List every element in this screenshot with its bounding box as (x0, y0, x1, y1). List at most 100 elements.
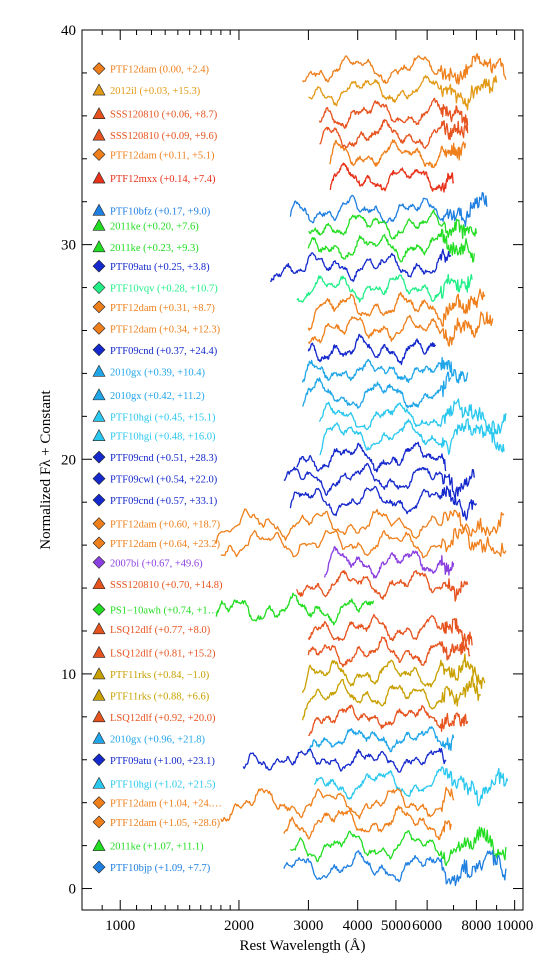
diamond-marker-icon (92, 343, 106, 357)
legend-label: 2007bi (+0.67, +49.6) (110, 558, 203, 569)
legend-label: PTF10hgi (+0.45, +15.1) (110, 412, 216, 423)
diamond-marker-icon (92, 493, 106, 507)
diamond-marker-icon (92, 472, 106, 486)
legend-label: 2010gx (+0.39, +10.4) (110, 367, 205, 378)
legend-entry: LSQ12dlf (+0.81, +15.2) (92, 645, 216, 659)
legend-label: LSQ12dlf (+0.92, +20.0) (110, 713, 216, 724)
spectrum-line (307, 288, 486, 331)
legend-entry: SSS120810 (+0.06, +8.7) (92, 107, 218, 121)
legend-entry: 2011ke (+1.07, +11.1) (92, 838, 204, 853)
axis-ticks: 1000 2000 3000 4000 5000 6000 8000 10000 0 10 20 30… (61, 23, 533, 934)
triangle-marker-icon (92, 838, 106, 851)
diamond-marker-icon (92, 148, 106, 161)
legend-entry: 2010gx (+0.42, +11.2) (92, 388, 205, 402)
spectra-lines (215, 53, 509, 887)
spectrum-line (215, 592, 375, 626)
legend-entry: PTF12dam (+0.64, +23.2) (92, 536, 221, 550)
diamond-marker-icon (92, 536, 106, 550)
legend-label: PTF12dam (+0.34, +12.3) (110, 324, 221, 335)
diamond-marker-icon (92, 555, 106, 569)
triangle-marker-icon (92, 429, 106, 441)
triangle-marker-icon (92, 710, 106, 723)
triangle-marker-icon (92, 107, 106, 120)
legend-label: PTF10hgi (+0.48, +16.0) (110, 432, 216, 443)
spectrum-line (324, 546, 455, 579)
y-tick-label: 10 (61, 667, 76, 683)
legend-entry: PTF12dam (+0.60, +18.7) (92, 517, 221, 531)
x-tick-label: 5000 (381, 918, 411, 934)
legend-entry: SSS120810 (+0.09, +9.6) (92, 128, 218, 142)
legend-entry: PS1−10awh (+0.74, +1… (92, 603, 218, 617)
legend-entry: PTF09cnd (+0.37, +24.4) (92, 343, 218, 357)
legend-entry: PTF12dam (+1.05, +28.6) (92, 815, 221, 829)
diamond-marker-icon (92, 259, 106, 273)
legend-entry: PTF11rks (+0.84, −1.0) (92, 667, 210, 681)
y-tick-label: 40 (61, 23, 76, 39)
legend-label: 2012il (+0.03, +15.3) (110, 86, 201, 97)
triangle-marker-icon (92, 776, 106, 789)
legend-label: 2010gx (+0.96, +21.8) (110, 734, 205, 745)
spectrum-line (302, 53, 507, 85)
spectrum-line (296, 273, 473, 303)
legend-label: 2011ke (+0.23, +9.3) (110, 243, 199, 254)
triangle-marker-icon (92, 218, 106, 231)
diamond-marker-icon (92, 321, 106, 335)
legend-label: PTF12mxx (+0.14, +7.4) (110, 174, 216, 185)
legend-entry: LSQ12dlf (+0.92, +20.0) (92, 710, 216, 724)
legend-entry: 2011ke (+0.23, +9.3) (92, 240, 199, 254)
triangle-marker-icon (92, 622, 106, 635)
spectrum-line (289, 192, 488, 227)
legend-label: PTF10vqv (+0.28, +10.7) (110, 284, 218, 295)
legend-entry: PTF10hgi (+0.45, +15.1) (92, 409, 216, 423)
spectrum-line (289, 485, 477, 521)
spectrum-line (307, 228, 475, 263)
spectrum-line (307, 636, 471, 668)
spectrum-line (301, 653, 486, 694)
diamond-marker-icon (92, 603, 106, 616)
legend-label: LSQ12dlf (+0.77, +8.0) (110, 625, 211, 636)
spectrum-line (301, 674, 481, 721)
legend-entry: PTF12dam (+0.31, +8.7) (92, 300, 215, 314)
y-tick-label: 30 (61, 238, 76, 254)
legend-label: PTF09atu (+1.00, +23.1) (110, 756, 215, 767)
triangle-marker-icon (92, 240, 106, 253)
spectrum-line (270, 248, 452, 283)
diamond-marker-icon (92, 281, 106, 294)
x-tick-label: 6000 (412, 918, 442, 934)
spectrum-line (319, 119, 469, 150)
spectrum-line (215, 508, 505, 544)
y-axis-title: Normalized Fλ + Constant (38, 389, 54, 549)
legend-entry: PTF09atu (+1.00, +23.1) (92, 753, 215, 767)
spectrum-line (329, 139, 467, 169)
legend-entry: PTF09atu (+0.25, +3.8) (92, 259, 210, 273)
triangle-marker-icon (92, 667, 106, 680)
x-axis-title: Rest Wavelength (Å) (240, 938, 366, 954)
spectrum-line (308, 74, 498, 111)
legend-label: PTF09cnd (+0.37, +24.4) (110, 346, 218, 357)
legend-entry: PTF12dam (+0.34, +12.3) (92, 321, 221, 335)
legend-label: PTF11rks (+0.88, +6.6) (110, 691, 210, 702)
legend-entry: PTF11rks (+0.88, +6.6) (92, 688, 210, 702)
spectrum-line (319, 418, 505, 456)
triangle-marker-icon (92, 83, 106, 96)
diamond-marker-icon (92, 300, 106, 314)
legend-label: 2011ke (+0.20, +7.6) (110, 221, 199, 232)
legend-label: PTF10hgi (+1.02, +21.5) (110, 779, 216, 790)
legend-label: PTF09cnd (+0.51, +28.3) (110, 453, 218, 464)
legend: PTF12dam (0.00, +2.4) 2012il (+0.03, +15.… (92, 62, 223, 874)
spectrum-line (329, 162, 455, 193)
legend-entry: PTF12dam (0.00, +2.4) (92, 62, 209, 76)
legend-label: PTF11rks (+0.84, −1.0) (110, 670, 210, 681)
legend-entry: PTF09cnd (+0.51, +28.3) (92, 450, 218, 464)
legend-entry: 2012il (+0.03, +15.3) (92, 83, 201, 97)
diamond-marker-icon (92, 796, 106, 810)
triangle-marker-icon (92, 171, 106, 184)
x-tick-label: 3000 (293, 918, 323, 934)
legend-label: PTF12dam (+0.64, +23.2) (110, 539, 221, 550)
diamond-marker-icon (92, 860, 106, 874)
diamond-marker-icon (92, 753, 106, 767)
diamond-marker-icon (92, 815, 106, 829)
spectrum-line (296, 569, 469, 602)
spectrum-line (296, 441, 447, 473)
